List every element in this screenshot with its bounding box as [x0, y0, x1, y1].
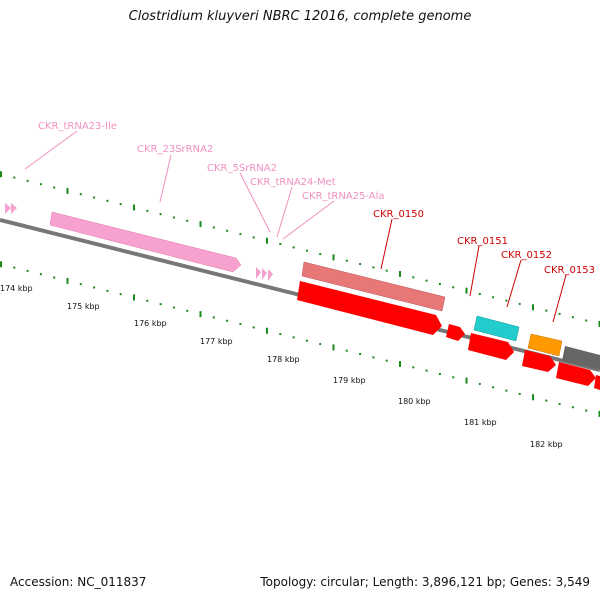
rrna5s-arrow[interactable]: [256, 267, 261, 279]
leader-ckr-0151: [469, 245, 480, 297]
accession-text: Accession: NC_011837: [10, 575, 147, 589]
cds-forward-5[interactable]: [556, 362, 596, 386]
label-ckr-5srrna2: CKR_5SrRNA2: [207, 163, 277, 174]
genome-summary-text: Topology: circular; Length: 3,896,121 bp…: [260, 575, 590, 589]
scale-label-181: 181 kbp: [464, 418, 497, 427]
label-leaders: [24, 130, 567, 323]
leader-trna25: [282, 200, 335, 240]
cds-forward-3[interactable]: [468, 333, 514, 360]
ckr-0151-feature[interactable]: [473, 315, 520, 342]
scale-labels: 174 kbp 175 kbp 176 kbp 177 kbp 178 kbp …: [0, 284, 563, 449]
label-ckr-0152: CKR_0152: [501, 250, 552, 261]
scale-label-182: 182 kbp: [530, 440, 563, 449]
leader-23srrna: [159, 154, 172, 203]
label-ckr-trna23-ile: CKR_tRNA23-Ile: [38, 121, 117, 132]
cds-features: [297, 261, 600, 390]
scale-label-178: 178 kbp: [267, 355, 300, 364]
leader-trna23: [24, 130, 78, 170]
scale-label-177: 177 kbp: [200, 337, 233, 346]
scale-label-176: 176 kbp: [134, 319, 167, 328]
label-ckr-trna24-met: CKR_tRNA24-Met: [250, 177, 336, 188]
ckr-0153-feature[interactable]: [562, 346, 600, 370]
leader-ckr-0150: [380, 218, 393, 270]
cds-forward-4[interactable]: [522, 350, 556, 372]
trna25-arrow[interactable]: [268, 269, 273, 281]
outer-tick-row: [0, 171, 600, 327]
label-ckr-0150: CKR_0150: [373, 209, 424, 220]
leader-ckr-0152: [506, 259, 522, 308]
inner-tick-row: [0, 261, 600, 417]
ckr-0150-feature[interactable]: [301, 261, 446, 312]
scale-label-174: 174 kbp: [0, 284, 33, 293]
trna23-arrow[interactable]: [5, 203, 11, 214]
leader-trna24: [276, 186, 293, 238]
leader-5srrna: [239, 172, 271, 233]
scale-label-175: 175 kbp: [67, 302, 100, 311]
map-title: Clostridium kluyveri NBRC 12016, complet…: [128, 9, 472, 24]
label-ckr-trna25-ala: CKR_tRNA25-Ala: [302, 191, 385, 202]
label-ckr-0151: CKR_0151: [457, 236, 508, 247]
gene-labels: CKR_tRNA23-Ile CKR_23SrRNA2 CKR_5SrRNA2 …: [38, 121, 595, 276]
trna24-arrow[interactable]: [262, 268, 267, 280]
label-ckr-0153: CKR_0153: [544, 265, 595, 276]
cds-forward-1[interactable]: [297, 281, 442, 335]
cds-forward-6[interactable]: [594, 375, 600, 390]
cds-forward-2[interactable]: [446, 324, 465, 341]
label-ckr-23srrna2: CKR_23SrRNA2: [137, 144, 213, 155]
rna-features: [5, 203, 273, 281]
scale-label-180: 180 kbp: [398, 397, 431, 406]
rrna23s-arrow[interactable]: [49, 211, 242, 273]
scale-label-179: 179 kbp: [333, 376, 366, 385]
leader-ckr-0153: [552, 274, 567, 323]
trna23-arrow-2[interactable]: [11, 203, 17, 214]
ckr-0152-feature[interactable]: [527, 333, 563, 357]
